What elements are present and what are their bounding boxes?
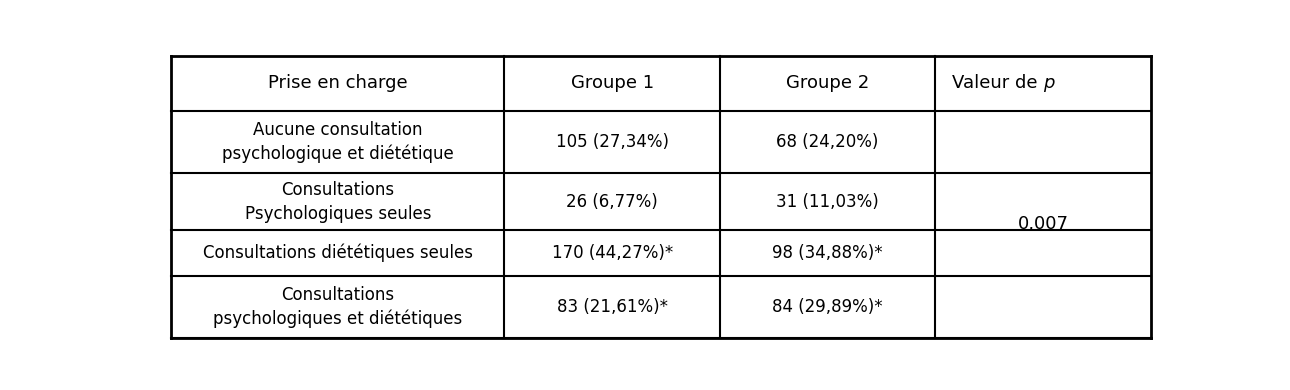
Text: Consultations diététiques seules: Consultations diététiques seules [203,244,473,262]
Text: Valeur de: Valeur de [952,74,1044,92]
Text: p: p [1044,74,1055,92]
Text: Aucune consultation
psychologique et diététique: Aucune consultation psychologique et dié… [222,121,454,163]
Text: Groupe 2: Groupe 2 [786,74,869,92]
Text: 84 (29,89%)*: 84 (29,89%)* [773,298,882,316]
Text: 170 (44,27%)*: 170 (44,27%)* [552,244,673,262]
Text: 68 (24,20%): 68 (24,20%) [777,133,878,151]
Text: Groupe 1: Groupe 1 [570,74,654,92]
Text: 31 (11,03%): 31 (11,03%) [777,193,878,211]
Text: Consultations
psychologiques et diététiques: Consultations psychologiques et diététiq… [213,286,462,328]
Text: 98 (34,88%)*: 98 (34,88%)* [773,244,882,262]
Text: 26 (6,77%): 26 (6,77%) [566,193,658,211]
Text: 105 (27,34%): 105 (27,34%) [556,133,668,151]
Text: Prise en charge: Prise en charge [268,74,408,92]
Text: 0,007: 0,007 [1018,215,1068,234]
Text: 83 (21,61%)*: 83 (21,61%)* [557,298,668,316]
Text: Consultations
Psychologiques seules: Consultations Psychologiques seules [245,181,431,223]
